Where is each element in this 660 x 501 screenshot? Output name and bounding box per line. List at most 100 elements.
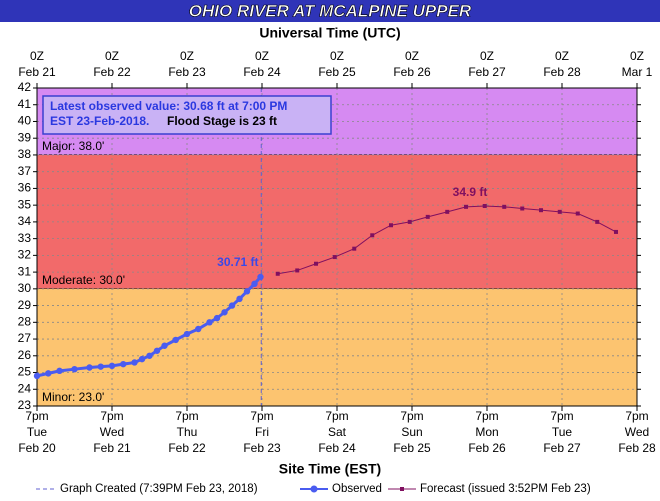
observed-point [213,314,221,322]
forecast-point [407,219,412,224]
x-tick-label: 7pm Tue Feb 20 [18,409,56,455]
forecast-point [352,246,357,251]
annotation-box [42,95,332,135]
y-tick-label: 37 [18,164,32,178]
y-tick-label: 39 [18,130,32,144]
legend-swatch [400,487,404,491]
x-axis-label: Site Time (EST) [279,461,381,477]
observed-point [236,295,243,303]
forecast-point [425,214,430,219]
observed-point [45,370,52,377]
x-tick-label: 7pm Wed Feb 28 [618,409,656,455]
legend-swatch [310,485,318,493]
x-tick-label: 7pm Tue Feb 27 [543,409,581,455]
forecast-point [557,209,562,214]
title-bar [0,0,660,22]
forecast-point [389,223,393,228]
forecast-point [464,204,468,209]
observed-point [161,342,168,349]
value-label: 34.9 ft [453,185,488,199]
top-x-tick-label: 0Z Feb 23 [168,49,206,79]
forecast-point [614,229,618,234]
y-tick-label: 30 [18,281,32,295]
x-tick-label: 7pm Sat Feb 24 [318,409,356,455]
y-tick-label: 40 [18,114,32,128]
forecast-point [275,271,280,276]
top-axis-label: Universal Time (UTC) [259,25,400,41]
y-tick-label: 35 [18,197,32,211]
flood-stage-label: Major: 38.0' [42,139,104,153]
annotation-line: EST 23-Feb-2018. [50,114,149,128]
x-tick-label: 7pm Wed Feb 21 [93,409,131,455]
observed-point [120,360,127,368]
forecast-point [595,219,600,224]
legend-label: Graph Created (7:39PM Feb 23, 2018) [60,483,258,495]
y-tick-label: 23 [18,398,32,412]
flood-stage-label: Minor: 23.0' [42,390,104,404]
observed-point [172,336,179,344]
x-tick-label: 7pm Thu Feb 22 [168,409,206,455]
y-tick-label: 38 [18,147,32,161]
observed-point [71,365,78,373]
y-tick-label: 31 [18,264,32,278]
observed-point [33,372,41,380]
value-label: 30.71 ft [217,255,258,269]
legend-label: Forecast (issued 3:52PM Feb 23) [420,483,591,495]
legend-label: Observed [332,483,382,495]
y-tick-label: 41 [18,97,32,111]
observed-point [183,330,191,338]
observed-point [195,325,202,333]
observed-point [86,364,93,371]
x-tick-label: 7pm Sun Feb 25 [393,409,431,455]
observed-point [243,288,251,295]
y-tick-label: 28 [18,314,32,328]
forecast-point [520,206,525,211]
flood-stage-label: Moderate: 30.0' [42,273,125,287]
observed-point [228,302,236,309]
top-x-tick-label: 0Z Mar 1 [622,49,653,79]
observed-point [221,309,228,316]
top-x-tick-label: 0Z Feb 25 [318,49,356,79]
observed-point [108,362,116,370]
forecast-point [445,209,450,214]
observed-point [131,359,138,366]
forecast-point [482,203,487,208]
forecast-point [332,255,337,260]
plot-frame [36,87,638,407]
observed-point [56,367,63,375]
forecast-point [539,208,543,213]
observed-point [153,347,161,354]
observed-point [257,273,264,281]
annotation-line: Latest observed value: 30.68 ft at 7:00 … [50,99,287,113]
y-tick-label: 34 [18,214,32,228]
forecast-point [295,268,300,273]
observed-point [146,352,153,359]
top-x-tick-label: 0Z Feb 26 [393,49,431,79]
forecast-point [370,233,375,238]
y-tick-label: 33 [18,231,32,245]
y-tick-label: 26 [18,348,32,362]
forecast-point [314,261,318,266]
top-x-tick-label: 0Z Feb 27 [468,49,506,79]
chart-title: OHIO RIVER AT MCALPINE UPPER [189,1,472,20]
y-tick-label: 29 [18,298,32,312]
observed-point [138,355,146,363]
observed-point [251,280,258,288]
y-tick-label: 32 [18,248,32,262]
forecast-point [502,204,507,209]
x-tick-label: 7pm Mon Feb 26 [468,409,506,455]
annotation-line: Flood Stage is 23 ft [167,114,277,128]
y-tick-label: 42 [18,80,32,94]
y-tick-label: 25 [18,365,32,379]
top-x-tick-label: 0Z Feb 24 [243,49,281,79]
y-tick-label: 24 [18,381,32,395]
top-x-tick-label: 0Z Feb 28 [543,49,581,79]
observed-point [97,363,104,370]
top-x-tick-label: 0Z Feb 21 [18,49,56,79]
y-tick-label: 36 [18,181,32,195]
observed-point [206,319,213,326]
top-x-tick-label: 0Z Feb 22 [93,49,131,79]
forecast-point [575,211,580,216]
x-tick-label: 7pm Fri Feb 23 [243,409,281,455]
